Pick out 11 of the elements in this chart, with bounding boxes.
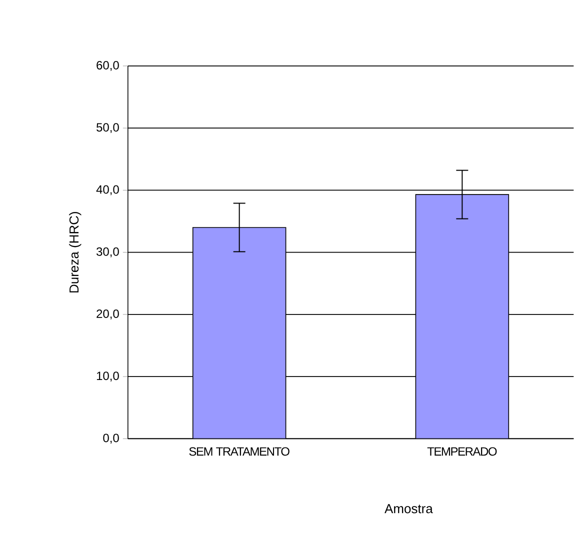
y-tick-label: 10,0	[96, 372, 119, 382]
y-axis-title: Dureza (HRC)	[69, 212, 82, 293]
y-tick-label: 30,0	[96, 248, 119, 258]
y-tick-label: 60,0	[96, 61, 119, 72]
y-tick-label: 40,0	[96, 185, 119, 196]
x-tick-label: TEMPERADO	[427, 447, 497, 456]
x-tick-label: SEM TRATAMENTO	[189, 447, 290, 456]
y-tick-label: 20,0	[96, 310, 119, 320]
x-axis-title: Amostra	[384, 504, 433, 514]
y-tick-label: 0,0	[103, 434, 119, 444]
y-tick-label: 50,0	[96, 123, 119, 134]
